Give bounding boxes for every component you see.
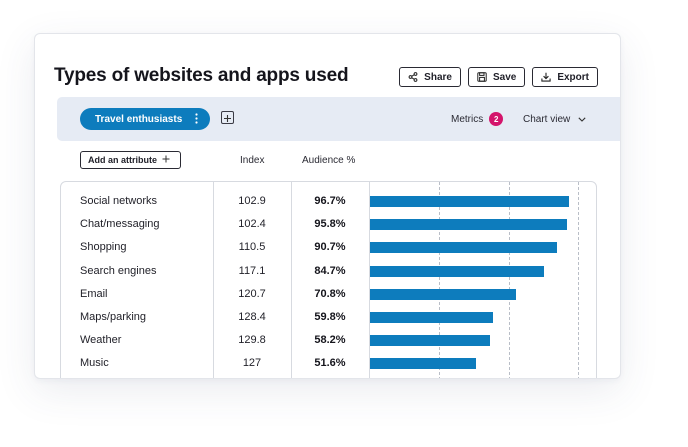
row-audience-value: 84.7% xyxy=(314,264,346,277)
row-index-value: 120.7 xyxy=(238,287,266,300)
audience-bar xyxy=(370,335,490,347)
audience-bar xyxy=(370,242,557,254)
share-button[interactable]: Share xyxy=(399,67,461,87)
chart-card: Types of websites and apps used Share Sa… xyxy=(34,33,621,379)
row-audience-value: 59.8% xyxy=(314,311,346,323)
filter-toolbar: Travel enthusiasts Metrics 2 Chart view xyxy=(57,97,620,141)
table-row[interactable]: Shopping 110.5 90.7% xyxy=(61,236,596,259)
audience-bar xyxy=(370,219,568,231)
table-row[interactable]: Search engines 117.1 84.7% xyxy=(61,260,596,283)
plus-icon xyxy=(224,109,231,127)
save-button[interactable]: Save xyxy=(467,67,526,87)
row-audience-value: 95.8% xyxy=(314,218,346,231)
action-bar: Share Save Export xyxy=(399,67,598,87)
table-row[interactable]: Email 120.7 70.8% xyxy=(61,283,596,306)
gridline xyxy=(509,182,510,378)
row-index-value: 128.4 xyxy=(238,311,266,323)
add-attribute-button[interactable]: Add an attribute xyxy=(80,151,181,169)
add-segment-button[interactable] xyxy=(221,111,234,124)
share-icon xyxy=(408,72,418,82)
gridline xyxy=(578,182,579,378)
audience-bar xyxy=(370,196,570,207)
row-index-value: 102.4 xyxy=(238,218,266,231)
export-button[interactable]: Export xyxy=(532,67,598,87)
kebab-icon[interactable] xyxy=(195,113,198,127)
metrics-button[interactable]: Metrics 2 xyxy=(451,97,504,141)
row-audience-value: 90.7% xyxy=(314,241,346,254)
table-row[interactable]: Social networks 102.9 96.7% xyxy=(61,190,596,213)
metrics-label: Metrics xyxy=(451,113,484,125)
add-attribute-label: Add an attribute xyxy=(88,155,157,165)
row-index-value: 110.5 xyxy=(238,241,266,254)
audience-bar xyxy=(370,288,516,300)
audience-bar xyxy=(370,312,494,323)
audience-bar xyxy=(370,265,545,277)
column-divider xyxy=(369,182,370,378)
page-title: Types of websites and apps used xyxy=(54,65,349,86)
save-icon xyxy=(477,72,487,82)
gridline xyxy=(439,182,440,378)
share-label: Share xyxy=(424,71,452,83)
row-label: Email xyxy=(80,287,108,300)
row-audience-value: 70.8% xyxy=(314,287,346,300)
plus-icon xyxy=(162,155,170,165)
row-label: Music xyxy=(80,357,109,370)
row-label: Weather xyxy=(80,334,122,347)
row-index-value: 127 xyxy=(242,357,262,370)
save-label: Save xyxy=(492,71,517,83)
table-row[interactable]: Chat/messaging 102.4 95.8% xyxy=(61,213,596,236)
chart-view-dropdown[interactable]: Chart view xyxy=(523,97,586,141)
chart-view-label: Chart view xyxy=(523,113,571,125)
data-table: Social networks 102.9 96.7% Chat/messaging 1… xyxy=(60,181,597,378)
table-row[interactable]: Music 127 51.6% xyxy=(61,352,596,375)
row-index-value: 129.8 xyxy=(238,334,266,347)
export-label: Export xyxy=(557,71,589,83)
row-label: Maps/parking xyxy=(80,311,147,323)
column-divider xyxy=(213,182,214,378)
row-audience-value: 58.2% xyxy=(314,334,346,347)
table-row[interactable]: Weather 129.8 58.2% xyxy=(61,329,596,352)
row-label: Chat/messaging xyxy=(80,218,160,231)
segment-pill[interactable]: Travel enthusiasts xyxy=(80,108,210,130)
row-audience-value: 96.7% xyxy=(314,195,346,207)
column-divider xyxy=(291,182,292,378)
row-label: Search engines xyxy=(80,264,157,277)
segment-label: Travel enthusiasts xyxy=(95,113,183,125)
metrics-count-badge: 2 xyxy=(489,112,504,126)
row-label: Social networks xyxy=(80,195,158,207)
row-index-value: 102.9 xyxy=(238,195,266,207)
index-column-header[interactable]: Index xyxy=(240,155,265,166)
row-audience-value: 51.6% xyxy=(314,357,346,370)
audience-column-header[interactable]: Audience % xyxy=(302,155,356,166)
table-row[interactable]: Maps/parking 128.4 59.8% xyxy=(61,306,596,329)
chevron-down-icon xyxy=(578,114,586,125)
row-label: Shopping xyxy=(80,241,127,254)
audience-bar xyxy=(370,358,477,370)
row-index-value: 117.1 xyxy=(238,264,266,277)
export-icon xyxy=(541,72,551,82)
